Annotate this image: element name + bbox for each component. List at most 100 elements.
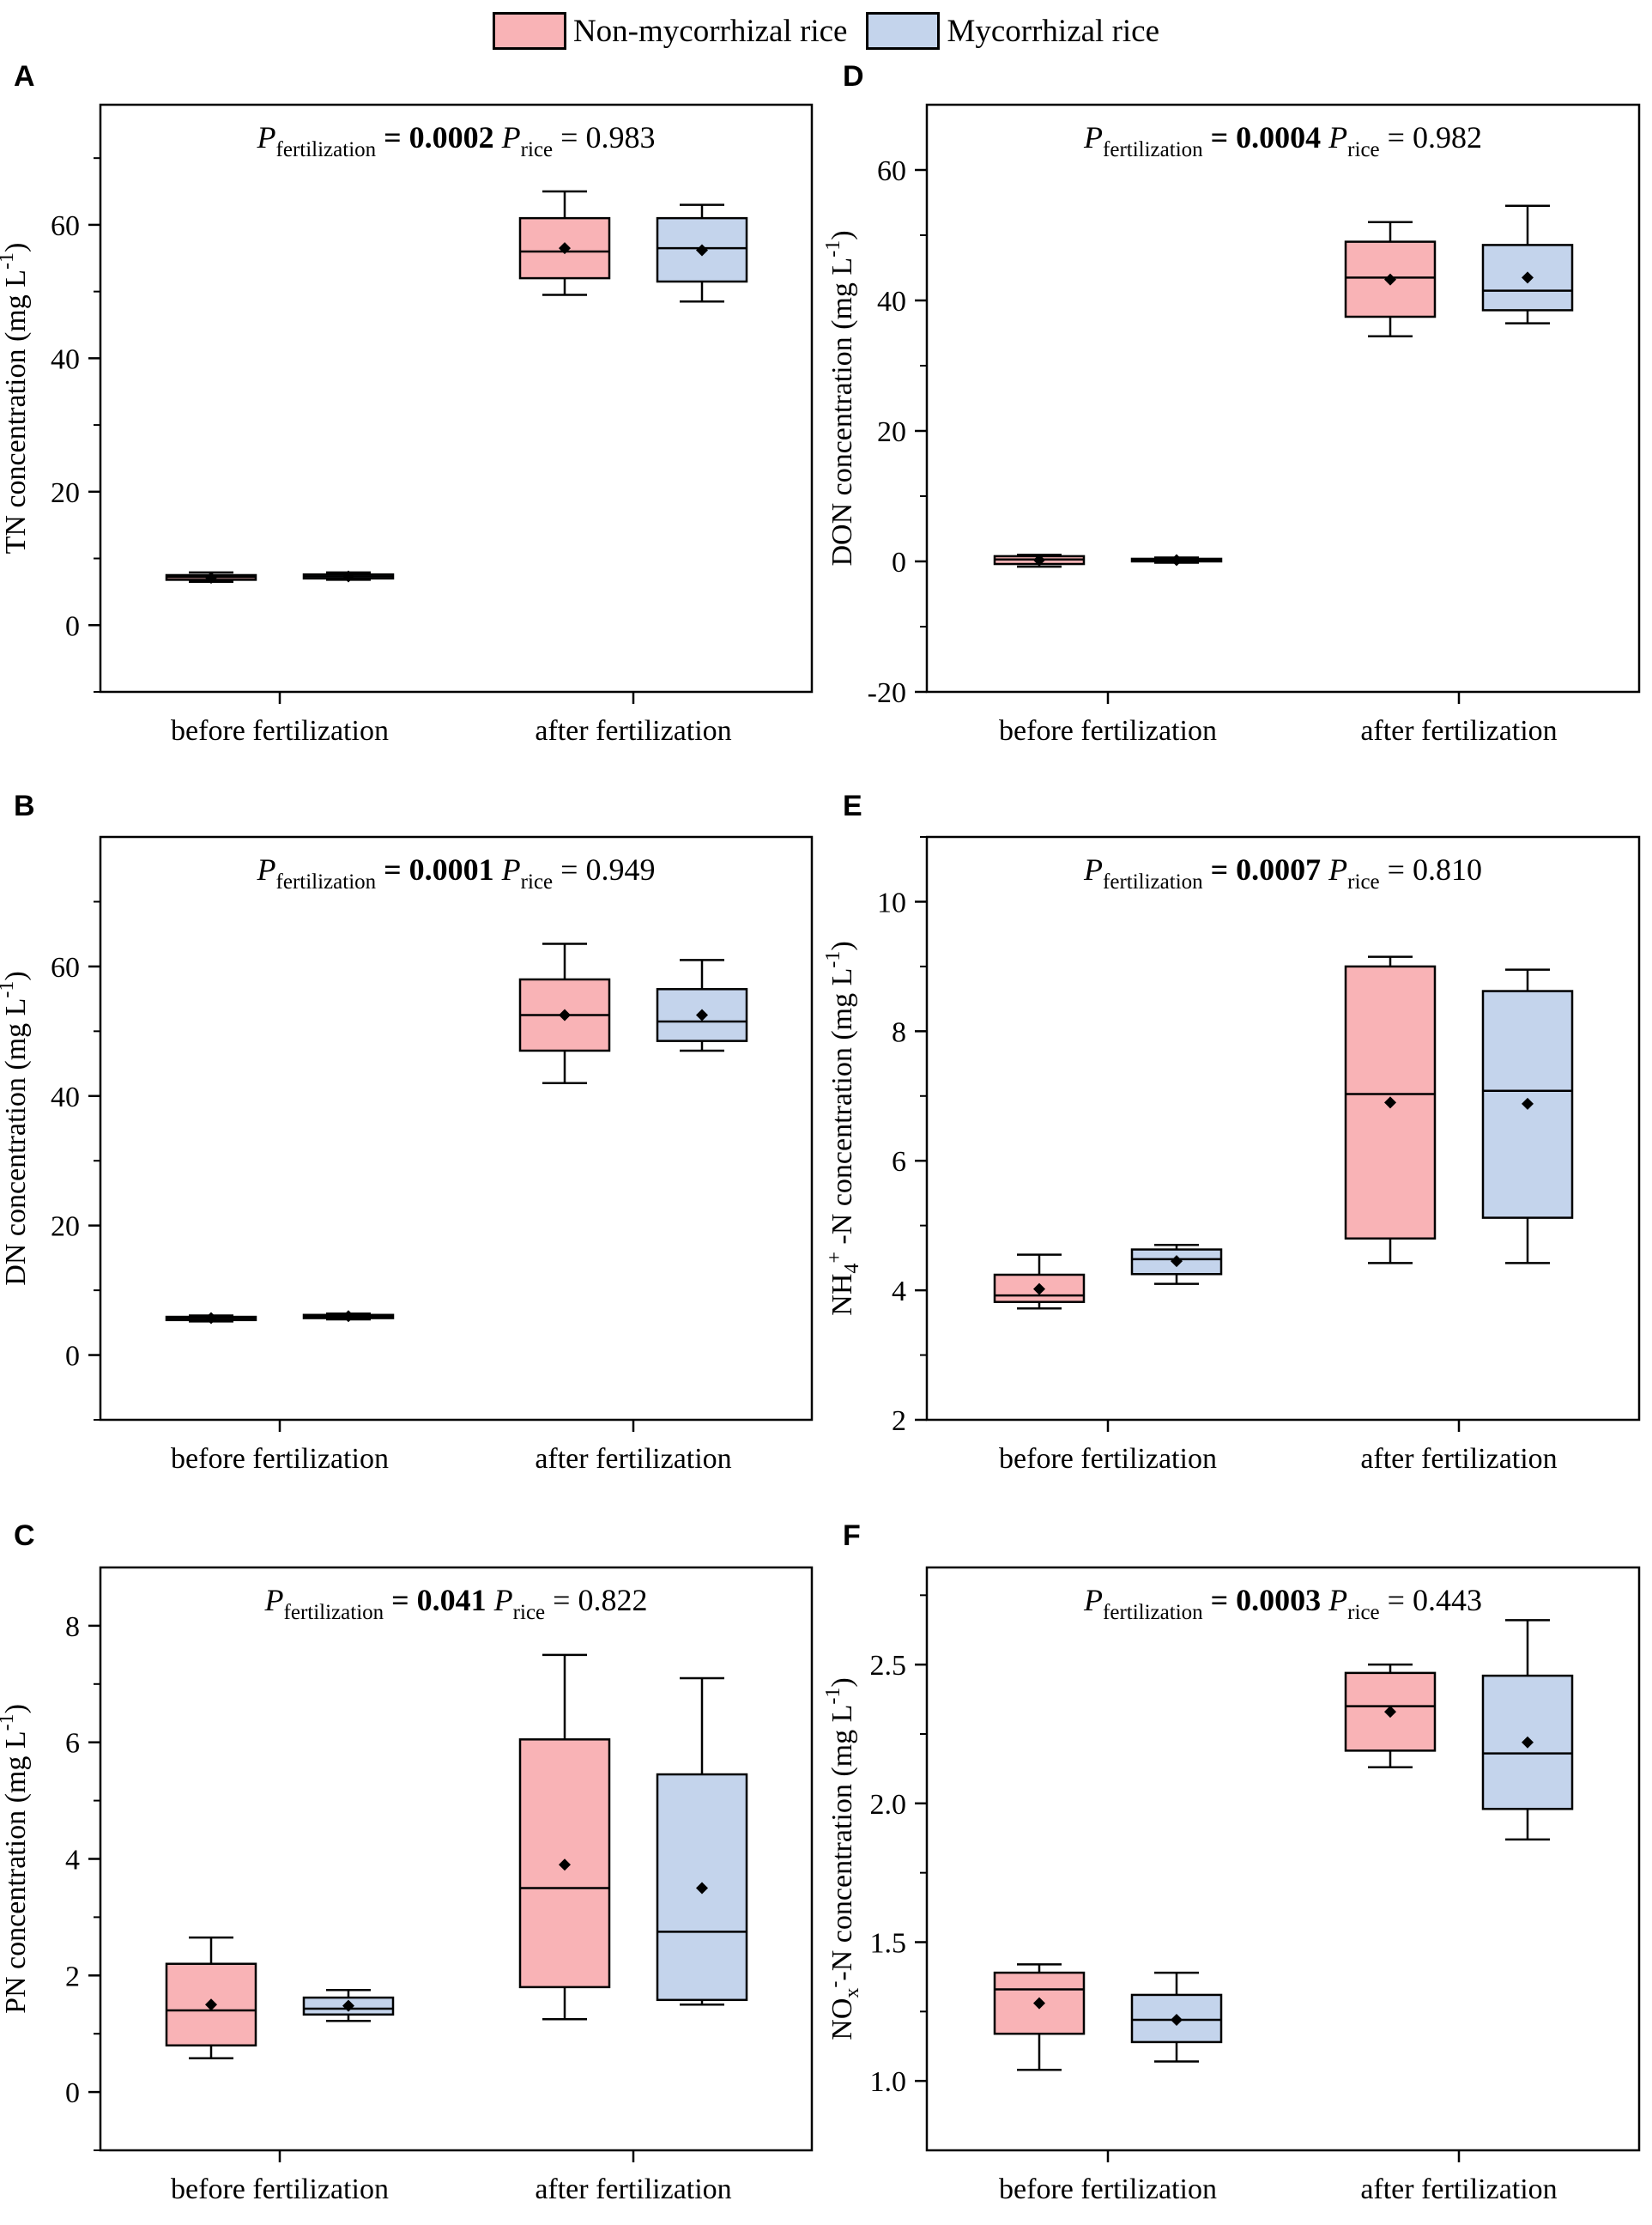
legend-label-non-mycorrhizal: Non-mycorrhizal rice — [572, 13, 848, 49]
p-fert-value: = 0.0004 — [1203, 120, 1322, 155]
p-rice-subscript: rice — [513, 1601, 545, 1624]
p-rice-value: = 0.822 — [545, 1583, 647, 1617]
mean-marker — [205, 572, 217, 585]
y-axis-title-subscript: 4 — [841, 1264, 863, 1274]
p-rice-label: P — [1321, 1583, 1347, 1617]
panel-letter: D — [843, 60, 864, 93]
p-fert-subscript: fertilization — [1103, 138, 1203, 161]
box-non-mycorrhizal-before — [993, 554, 1086, 568]
y-tick-label: 6 — [892, 1146, 906, 1178]
p-rice-value: = 0.983 — [553, 120, 655, 155]
y-tick-label: 4 — [65, 1845, 80, 1876]
p-rice-label: P — [494, 120, 521, 155]
box-non-mycorrhizal-before — [165, 1312, 257, 1325]
p-fert-subscript: fertilization — [1103, 1601, 1203, 1624]
p-value-annotation: Pfertilization = 0.0002 Price = 0.983 — [257, 120, 656, 161]
y-axis-title-superscript: -1 — [822, 1688, 844, 1705]
p-fert-value: = 0.0003 — [1203, 1583, 1322, 1617]
y-axis-title-superscript: -1 — [0, 252, 18, 270]
y-tick-label: 1.0 — [870, 2066, 907, 2098]
y-tick-label: -20 — [868, 677, 906, 709]
mean-marker — [342, 1310, 354, 1323]
mean-marker — [1033, 554, 1045, 567]
p-rice-subscript: rice — [521, 138, 553, 161]
box-mycorrhizal-before — [302, 1310, 395, 1323]
y-axis-title: NOx--N concentration (mg L-1) — [822, 1677, 863, 2040]
y-tick-label: 60 — [877, 155, 906, 187]
y-tick-label: 20 — [877, 416, 906, 448]
y-axis-title-text: ) — [0, 1704, 32, 1713]
panel-letter: B — [14, 790, 35, 822]
mean-marker — [1522, 1097, 1534, 1110]
plot-frame — [99, 103, 814, 694]
p-rice-subscript: rice — [521, 870, 553, 894]
box-non-mycorrhizal-before — [993, 1963, 1086, 2071]
panel-letter: F — [843, 1519, 861, 1552]
y-axis-title-text: TN concentration (mg L — [0, 270, 32, 554]
mean-marker — [1522, 1736, 1534, 1749]
plot-frame — [925, 1566, 1641, 2152]
y-tick-label: 8 — [892, 1016, 906, 1048]
panel-e: E 2 4 6 8 10 before fertilization after fertili… — [822, 790, 1641, 1475]
box-non-mycorrhizal-after — [518, 1653, 611, 2021]
x-tick-label: before fertilization — [171, 715, 389, 747]
y-axis-title-text: ) — [826, 230, 858, 239]
y-tick-label: 40 — [51, 343, 80, 375]
y-axis-title: NH4+ -N concentration (mg L-1) — [822, 941, 863, 1315]
p-fert-label: P — [257, 120, 276, 155]
mean-marker — [1522, 271, 1534, 284]
legend-swatch-non-mycorrhizal — [492, 12, 566, 50]
y-axis-title-text: NH — [826, 1274, 858, 1316]
p-fert-subscript: fertilization — [284, 1601, 384, 1624]
y-axis-title-text: DN concentration (mg L — [0, 998, 32, 1286]
x-tick-label: after fertilization — [535, 2173, 731, 2205]
y-tick-label: 20 — [51, 1211, 80, 1243]
box-non-mycorrhizal-before — [165, 1936, 257, 2059]
p-rice-label: P — [494, 852, 521, 887]
y-axis-title-text: ) — [826, 1677, 858, 1687]
legend-label-mycorrhizal: Mycorrhizal rice — [947, 13, 1160, 49]
box-mycorrhizal-before — [302, 1989, 395, 2022]
mean-marker — [1033, 1282, 1045, 1295]
box-mycorrhizal-after — [1481, 204, 1574, 324]
legend: Non-mycorrhizal rice Mycorrhizal rice — [0, 7, 1652, 55]
mean-marker — [1033, 1997, 1045, 2010]
y-axis-title-superscript: + — [824, 1252, 846, 1264]
y-axis-title-superscript: -1 — [0, 1713, 18, 1731]
p-fert-value: = 0.041 — [384, 1583, 487, 1617]
box-mycorrhizal-after — [656, 1676, 748, 2006]
y-tick-label: 60 — [51, 210, 80, 242]
y-tick-label: 2.5 — [870, 1650, 907, 1682]
y-axis-title-superscript: -1 — [822, 951, 844, 968]
p-value-annotation: Pfertilization = 0.0004 Price = 0.982 — [1083, 120, 1482, 161]
p-fert-label: P — [1083, 1583, 1103, 1617]
mean-marker — [559, 1009, 571, 1022]
mean-marker — [696, 244, 708, 257]
y-tick-label: 20 — [51, 477, 80, 509]
mean-marker — [696, 1009, 708, 1022]
y-axis-title-superscript: -1 — [0, 981, 18, 998]
box-mycorrhizal-after — [1481, 968, 1574, 1264]
x-tick-label: after fertilization — [535, 715, 731, 747]
y-axis-title-text: -N concentration (mg L — [826, 968, 858, 1252]
y-tick-label: 4 — [892, 1276, 906, 1307]
p-rice-label: P — [487, 1583, 513, 1617]
box-non-mycorrhizal-after — [518, 190, 611, 296]
panel-f: F 1.0 1.5 2.0 2.5 before fertilization after f… — [822, 1519, 1641, 2205]
mean-marker — [205, 1998, 217, 2011]
panel-letter: E — [843, 790, 862, 822]
p-rice-value: = 0.810 — [1380, 852, 1482, 887]
y-tick-label: 60 — [51, 952, 80, 984]
y-axis-title-subscript: x — [841, 1988, 863, 1998]
mean-marker — [1384, 273, 1396, 286]
box-non-mycorrhizal-before — [165, 571, 257, 585]
y-axis-title-text: -N concentration (mg L — [826, 1705, 858, 1981]
y-axis-title: TN concentration (mg L-1) — [0, 243, 32, 555]
mean-marker — [205, 1312, 217, 1325]
mean-marker — [559, 1858, 571, 1871]
legend-item-non-mycorrhizal: Non-mycorrhizal rice — [492, 12, 848, 50]
y-tick-label: 0 — [65, 2077, 80, 2109]
p-fert-label: P — [1083, 852, 1103, 887]
y-axis-title: DN concentration (mg L-1) — [0, 971, 32, 1286]
